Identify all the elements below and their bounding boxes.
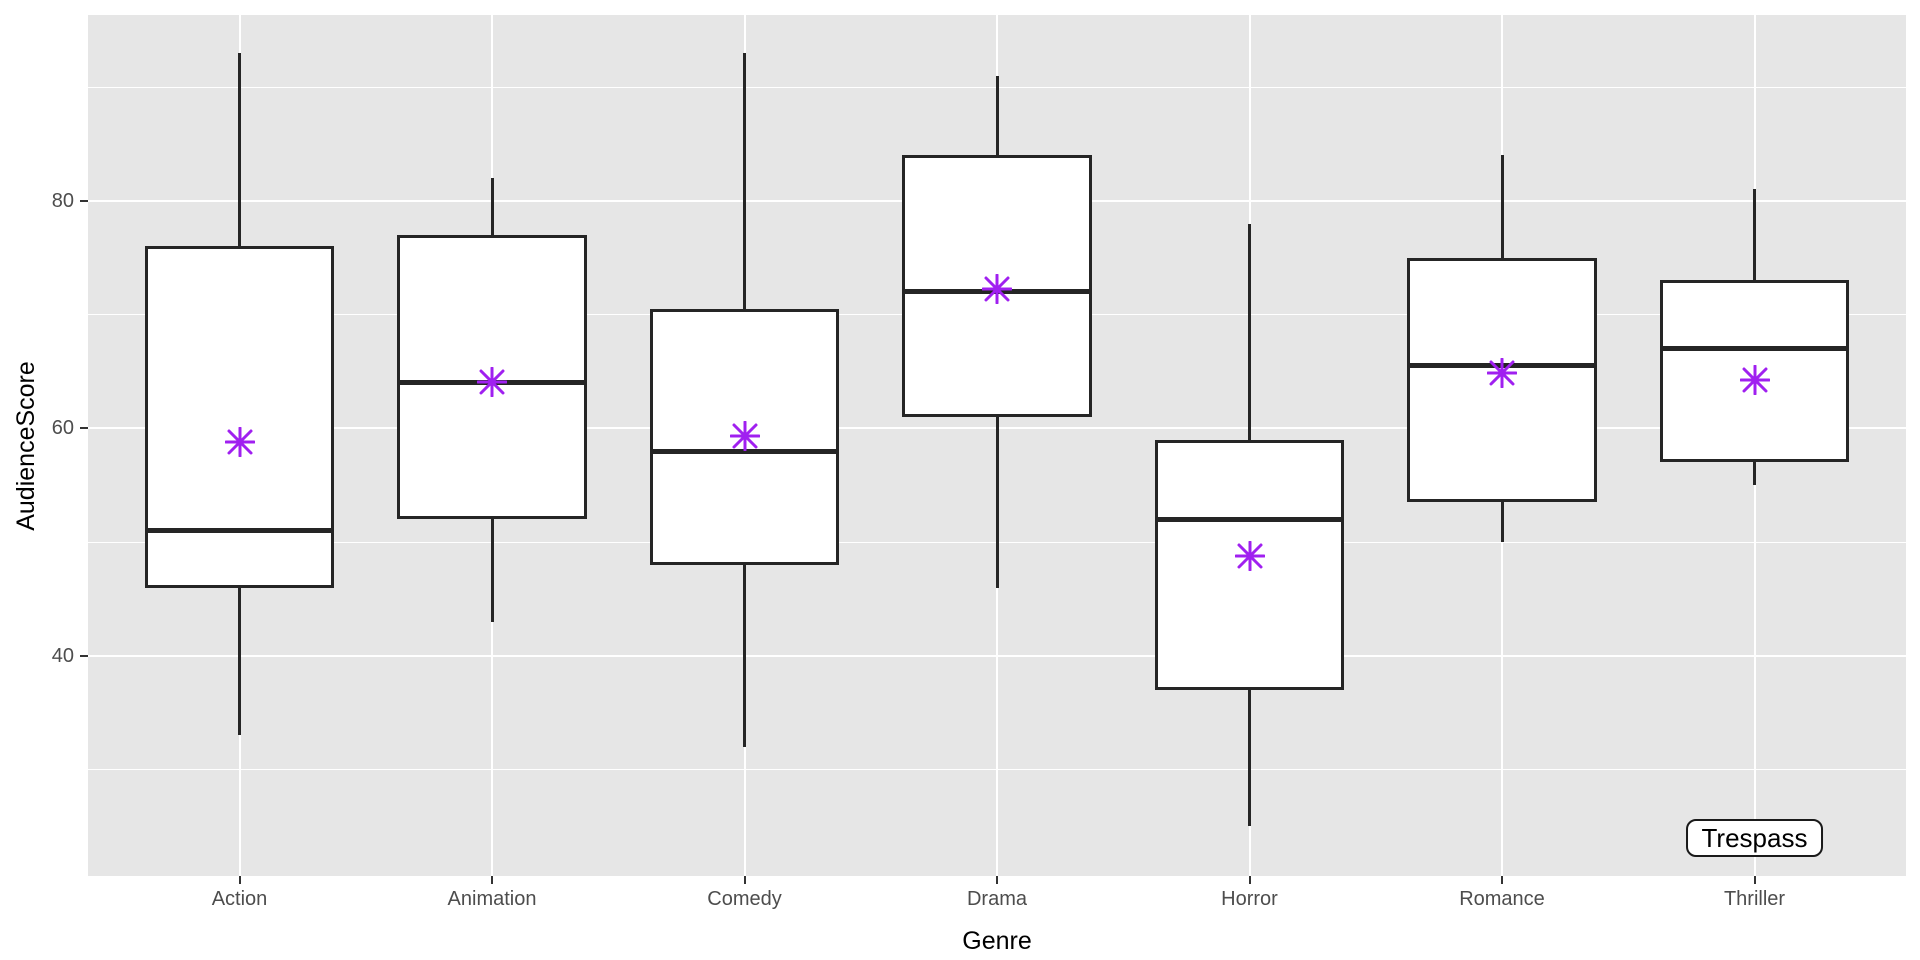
lower-whisker bbox=[1753, 462, 1756, 486]
y-tick-mark bbox=[80, 654, 88, 657]
y-tick-label: 80 bbox=[51, 189, 74, 212]
y-tick-mark bbox=[80, 427, 88, 430]
lower-whisker bbox=[490, 519, 494, 622]
lower-whisker bbox=[1248, 689, 1251, 827]
upper-whisker bbox=[1248, 223, 1251, 440]
lower-whisker bbox=[995, 416, 999, 588]
x-tick-mark bbox=[238, 876, 241, 884]
x-axis-title: Genre bbox=[962, 927, 1032, 955]
x-tick-label: Action bbox=[211, 888, 268, 910]
x-tick-mark bbox=[1753, 876, 1756, 884]
upper-whisker bbox=[995, 75, 999, 156]
lower-whisker bbox=[238, 587, 241, 736]
mean-asterisk-marker bbox=[476, 366, 508, 402]
y-axis-title: AudienceScore bbox=[12, 360, 40, 531]
x-tick-mark bbox=[996, 876, 998, 884]
mean-asterisk-marker bbox=[1486, 357, 1518, 393]
mean-asterisk-marker bbox=[981, 273, 1013, 309]
annotation-label: Trespass bbox=[1685, 818, 1824, 857]
upper-whisker bbox=[490, 178, 494, 235]
mean-asterisk-marker bbox=[1739, 364, 1770, 400]
upper-whisker bbox=[743, 52, 746, 309]
median-line bbox=[1659, 346, 1850, 352]
median-line bbox=[144, 528, 335, 534]
lower-whisker bbox=[1500, 502, 1504, 543]
y-tick-mark bbox=[80, 199, 88, 202]
boxplot-box bbox=[144, 246, 335, 588]
x-tick-label: Horror bbox=[1221, 888, 1278, 910]
x-tick-mark bbox=[1248, 876, 1251, 884]
x-tick-label: Romance bbox=[1459, 888, 1545, 910]
y-tick-label: 60 bbox=[51, 417, 74, 440]
mean-asterisk-marker bbox=[224, 426, 255, 462]
upper-whisker bbox=[1753, 189, 1756, 281]
upper-whisker bbox=[238, 52, 241, 247]
x-tick-mark bbox=[743, 876, 746, 884]
x-tick-label: Thriller bbox=[1723, 888, 1786, 910]
x-tick-label: Drama bbox=[966, 888, 1027, 910]
x-tick-label: Comedy bbox=[707, 888, 782, 910]
lower-whisker bbox=[743, 564, 746, 747]
x-tick-label: Animation bbox=[447, 888, 537, 910]
x-tick-mark bbox=[491, 876, 493, 884]
y-tick-label: 40 bbox=[51, 644, 74, 667]
mean-asterisk-marker bbox=[729, 420, 760, 456]
plot-panel bbox=[88, 15, 1906, 876]
upper-whisker bbox=[1500, 155, 1504, 258]
median-line bbox=[1154, 516, 1345, 522]
x-tick-mark bbox=[1501, 876, 1503, 884]
mean-asterisk-marker bbox=[1234, 540, 1265, 576]
